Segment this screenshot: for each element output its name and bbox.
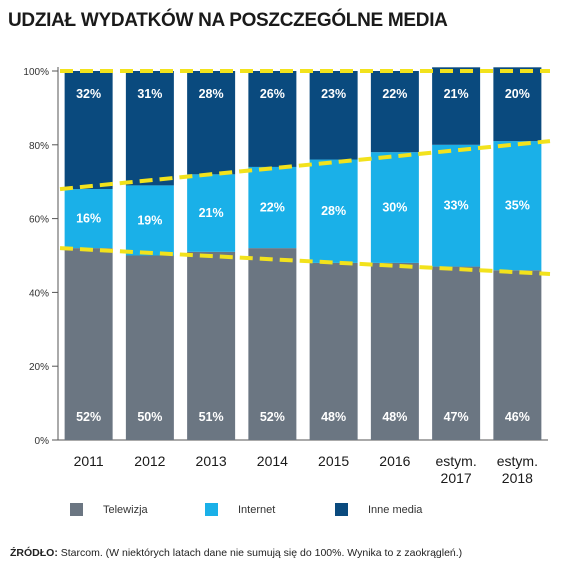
legend-item-internet: Internet <box>205 503 275 516</box>
bar-inne-media <box>370 71 419 153</box>
bar-telewizja <box>370 262 419 440</box>
bar-telewizja <box>493 270 542 440</box>
data-label: 16% <box>76 212 101 226</box>
legend-swatch <box>70 503 83 516</box>
bar-internet <box>187 174 236 252</box>
chart-legend: Telewizja Internet Inne media <box>70 503 510 523</box>
trend-line <box>59 246 551 276</box>
data-label: 30% <box>382 201 407 215</box>
y-tick-label: 40% <box>29 288 49 299</box>
y-tick-label: 100% <box>23 67 49 78</box>
data-label: 46% <box>505 410 530 424</box>
y-tick-label: 0% <box>35 436 50 447</box>
bar-internet <box>432 144 481 267</box>
data-label: 47% <box>444 410 469 424</box>
data-label: 48% <box>321 410 346 424</box>
data-label: 32% <box>76 87 101 101</box>
data-label: 28% <box>199 87 224 101</box>
data-label: 22% <box>382 87 407 101</box>
data-label: 52% <box>260 410 285 424</box>
legend-item-inne-media: Inne media <box>335 503 422 516</box>
bar-telewizja <box>64 248 113 440</box>
x-tick-label: estym. <box>497 453 538 469</box>
y-tick-label: 20% <box>29 362 49 373</box>
bar-internet <box>309 159 358 263</box>
x-tick-label: 2018 <box>502 470 533 486</box>
data-label: 19% <box>137 213 162 227</box>
data-label: 35% <box>505 199 530 213</box>
x-tick-label: 2016 <box>379 453 410 469</box>
source-label: ŹRÓDŁO: <box>10 547 58 559</box>
data-label: 23% <box>321 87 346 101</box>
x-tick-label: 2014 <box>257 453 288 469</box>
data-label: 33% <box>444 199 469 213</box>
data-label: 31% <box>137 87 162 101</box>
legend-label: Internet <box>238 503 276 516</box>
legend-label: Telewizja <box>103 503 148 516</box>
data-label: 20% <box>505 87 530 101</box>
bar-inne-media <box>125 71 174 186</box>
data-label: 50% <box>137 410 162 424</box>
data-label: 48% <box>382 410 407 424</box>
data-label: 26% <box>260 87 285 101</box>
bar-telewizja <box>125 255 174 440</box>
trend-line <box>59 139 551 192</box>
bar-internet <box>493 141 542 271</box>
bar-internet <box>64 189 113 249</box>
chart-title: UDZIAŁ WYDATKÓW NA POSZCZEGÓLNE MEDIA <box>8 10 448 31</box>
bar-internet <box>370 152 419 263</box>
y-tick-label: 80% <box>29 141 49 152</box>
data-label: 52% <box>76 410 101 424</box>
bar-inne-media <box>64 71 113 190</box>
bar-inne-media <box>432 67 481 145</box>
stacked-bar-chart: 0% 20% 40% 60% 80% 100% 52% 16% 32% 2011 50% 19% 31%… <box>23 67 551 486</box>
legend-label: Inne media <box>368 503 423 516</box>
legend-swatch <box>335 503 348 516</box>
bar-inne-media <box>309 71 358 160</box>
x-tick-label: 2015 <box>318 453 349 469</box>
bar-telewizja <box>309 262 358 440</box>
bar-telewizja <box>187 251 236 440</box>
x-tick-label: 2011 <box>74 453 104 469</box>
legend-swatch <box>205 503 218 516</box>
bar-inne-media <box>187 71 236 175</box>
x-tick-label: estym. <box>436 453 477 469</box>
x-tick-label: 2017 <box>441 470 472 486</box>
data-label: 51% <box>199 410 224 424</box>
source-text: Starcom. (W niektórych latach dane nie s… <box>57 547 463 559</box>
data-label: 28% <box>321 204 346 218</box>
x-tick-label: 2013 <box>196 453 227 469</box>
data-label: 22% <box>260 201 285 215</box>
y-tick-label: 60% <box>29 215 49 226</box>
legend-item-telewizja: Telewizja <box>70 503 148 516</box>
source-note: ŹRÓDŁO: Starcom. (W niektórych latach da… <box>10 547 462 559</box>
bar-inne-media <box>248 71 297 167</box>
bar-internet <box>125 185 174 256</box>
bar-inne-media <box>493 67 542 142</box>
x-tick-label: 2012 <box>134 453 165 469</box>
bar-telewizja <box>248 248 297 440</box>
data-label: 21% <box>444 87 469 101</box>
bar-internet <box>248 166 297 249</box>
bar-telewizja <box>432 266 481 440</box>
data-label: 21% <box>199 206 224 220</box>
